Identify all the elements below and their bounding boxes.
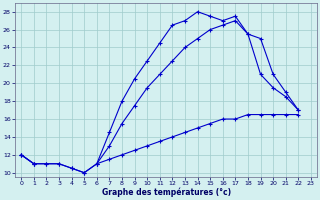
X-axis label: Graphe des températures (°c): Graphe des températures (°c) bbox=[101, 188, 231, 197]
